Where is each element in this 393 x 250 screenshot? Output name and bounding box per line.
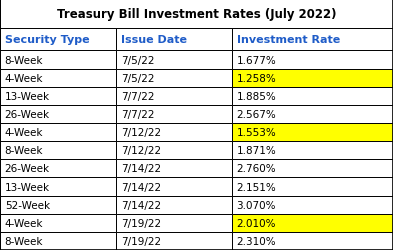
Text: 7/12/22: 7/12/22: [121, 146, 161, 156]
Text: Issue Date: Issue Date: [121, 35, 187, 45]
Bar: [116, 106, 232, 124]
Text: 7/7/22: 7/7/22: [121, 92, 154, 102]
Text: 7/12/22: 7/12/22: [121, 128, 161, 138]
Bar: [0, 51, 116, 69]
Text: 4-Week: 4-Week: [5, 73, 43, 83]
Bar: [116, 196, 232, 214]
Text: 2.010%: 2.010%: [237, 218, 276, 228]
Text: 1.677%: 1.677%: [237, 55, 276, 65]
Bar: [232, 51, 393, 69]
Bar: [232, 196, 393, 214]
Bar: [0, 160, 116, 178]
Bar: [0, 88, 116, 106]
Text: 1.553%: 1.553%: [237, 128, 276, 138]
Bar: [0, 124, 116, 142]
Text: 2.151%: 2.151%: [237, 182, 276, 192]
Text: 8-Week: 8-Week: [5, 55, 43, 65]
Bar: [0, 29, 116, 51]
Bar: [232, 160, 393, 178]
Bar: [116, 88, 232, 106]
Text: 8-Week: 8-Week: [5, 236, 43, 246]
Text: 4-Week: 4-Week: [5, 218, 43, 228]
Text: 7/14/22: 7/14/22: [121, 182, 161, 192]
Text: 7/7/22: 7/7/22: [121, 110, 154, 120]
Text: 7/14/22: 7/14/22: [121, 200, 161, 210]
Bar: [0, 178, 116, 196]
Bar: [116, 51, 232, 69]
Text: 1.258%: 1.258%: [237, 73, 276, 83]
Text: 4-Week: 4-Week: [5, 128, 43, 138]
Text: 7/19/22: 7/19/22: [121, 218, 161, 228]
Text: 8-Week: 8-Week: [5, 146, 43, 156]
Bar: [0, 232, 116, 250]
Text: 2.760%: 2.760%: [237, 164, 276, 174]
Text: 13-Week: 13-Week: [5, 92, 50, 102]
Text: 2.567%: 2.567%: [237, 110, 276, 120]
Text: 7/14/22: 7/14/22: [121, 164, 161, 174]
Text: Treasury Bill Investment Rates (July 2022): Treasury Bill Investment Rates (July 202…: [57, 8, 336, 21]
Bar: [116, 214, 232, 232]
Bar: [232, 106, 393, 124]
Text: 7/5/22: 7/5/22: [121, 73, 154, 83]
Bar: [116, 142, 232, 160]
Text: 3.070%: 3.070%: [237, 200, 276, 210]
Bar: [0, 196, 116, 214]
Bar: [116, 69, 232, 87]
Bar: [0, 214, 116, 232]
Bar: [0, 69, 116, 87]
Bar: [232, 142, 393, 160]
Bar: [232, 178, 393, 196]
Text: Investment Rate: Investment Rate: [237, 35, 340, 45]
Bar: [232, 214, 393, 232]
Bar: [232, 29, 393, 51]
Text: 2.310%: 2.310%: [237, 236, 276, 246]
Bar: [116, 124, 232, 142]
Text: 13-Week: 13-Week: [5, 182, 50, 192]
Bar: [0, 106, 116, 124]
Bar: [232, 124, 393, 142]
Text: 1.885%: 1.885%: [237, 92, 276, 102]
Bar: [0, 142, 116, 160]
Text: Security Type: Security Type: [5, 35, 89, 45]
Bar: [232, 69, 393, 87]
Text: 26-Week: 26-Week: [5, 110, 50, 120]
Bar: [116, 232, 232, 250]
Text: 26-Week: 26-Week: [5, 164, 50, 174]
Bar: [116, 178, 232, 196]
Text: 7/19/22: 7/19/22: [121, 236, 161, 246]
Text: 52-Week: 52-Week: [5, 200, 50, 210]
Bar: [232, 232, 393, 250]
Bar: [116, 29, 232, 51]
Bar: [116, 160, 232, 178]
Bar: [0, 0, 393, 29]
Bar: [232, 88, 393, 106]
Text: 1.871%: 1.871%: [237, 146, 276, 156]
Text: 7/5/22: 7/5/22: [121, 55, 154, 65]
